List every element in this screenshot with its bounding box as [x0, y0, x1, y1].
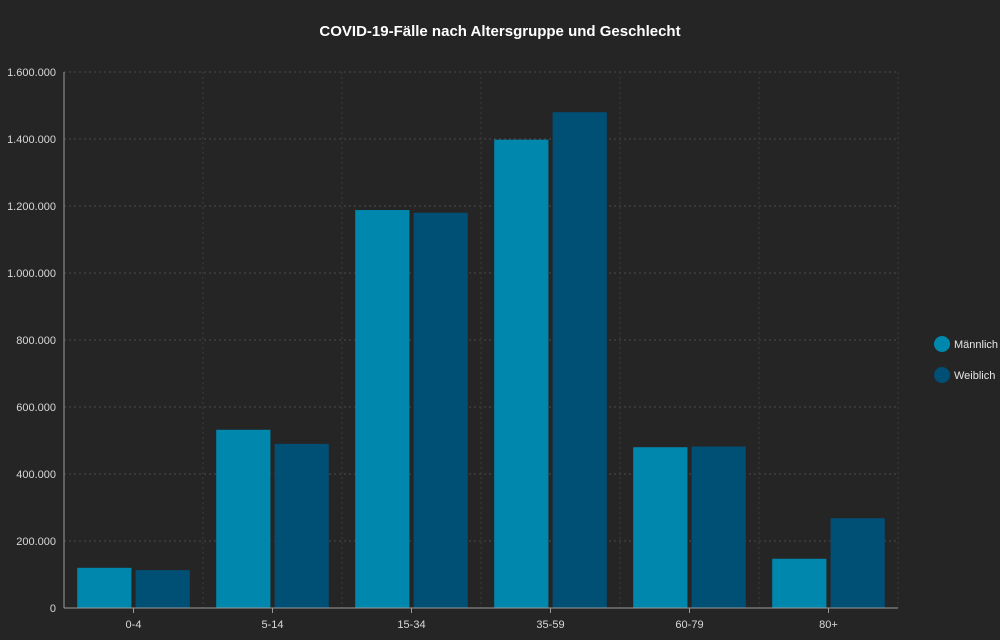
y-tick-label: 1.000.000 [7, 268, 56, 280]
bar-maennlich-35-59[interactable] [494, 139, 549, 609]
y-tick-label: 0 [50, 603, 56, 615]
x-tick-label: 80+ [819, 619, 838, 631]
legend-marker-weiblich[interactable] [934, 367, 950, 383]
legend-marker-maennlich[interactable] [934, 336, 950, 352]
y-tick-label: 200.000 [16, 536, 56, 548]
bar-weiblich-5-14[interactable] [274, 443, 329, 608]
legend-label[interactable]: Männlich [954, 339, 998, 351]
y-tick-label: 800.000 [16, 335, 56, 347]
chart-title: COVID-19-Fälle nach Altersgruppe und Ges… [319, 23, 680, 40]
bar-weiblich-60-79[interactable] [691, 446, 746, 608]
x-axis: 0-4 5-14 15-34 35-59 60-79 80+ [64, 607, 898, 631]
bars [77, 112, 885, 609]
bar-maennlich-0-4[interactable] [77, 567, 132, 608]
x-tick-label: 60-79 [675, 619, 703, 631]
x-tick-label: 5-14 [261, 619, 283, 631]
x-tick-label: 35-59 [536, 619, 564, 631]
bar-maennlich-15-34[interactable] [355, 210, 410, 608]
legend: Männlich Weiblich [934, 336, 998, 383]
y-tick-label: 1.600.000 [7, 67, 56, 79]
y-tick-label: 600.000 [16, 402, 56, 414]
y-axis: 0 200.000 400.000 600.000 800.000 1.000.000 1.… [7, 67, 65, 615]
x-tick-label: 15-34 [397, 619, 425, 631]
bar-weiblich-15-34[interactable] [413, 212, 468, 608]
bar-maennlich-5-14[interactable] [216, 429, 271, 608]
bar-weiblich-0-4[interactable] [135, 570, 190, 608]
y-tick-label: 1.400.000 [7, 134, 56, 146]
y-tick-label: 1.200.000 [7, 201, 56, 213]
bar-maennlich-80+[interactable] [772, 558, 827, 608]
x-tick-label: 0-4 [126, 619, 142, 631]
bar-weiblich-35-59[interactable] [552, 112, 607, 608]
y-tick-label: 400.000 [16, 469, 56, 481]
bar-maennlich-60-79[interactable] [633, 447, 688, 608]
bar-weiblich-80+[interactable] [830, 518, 885, 608]
legend-label[interactable]: Weiblich [954, 370, 995, 382]
